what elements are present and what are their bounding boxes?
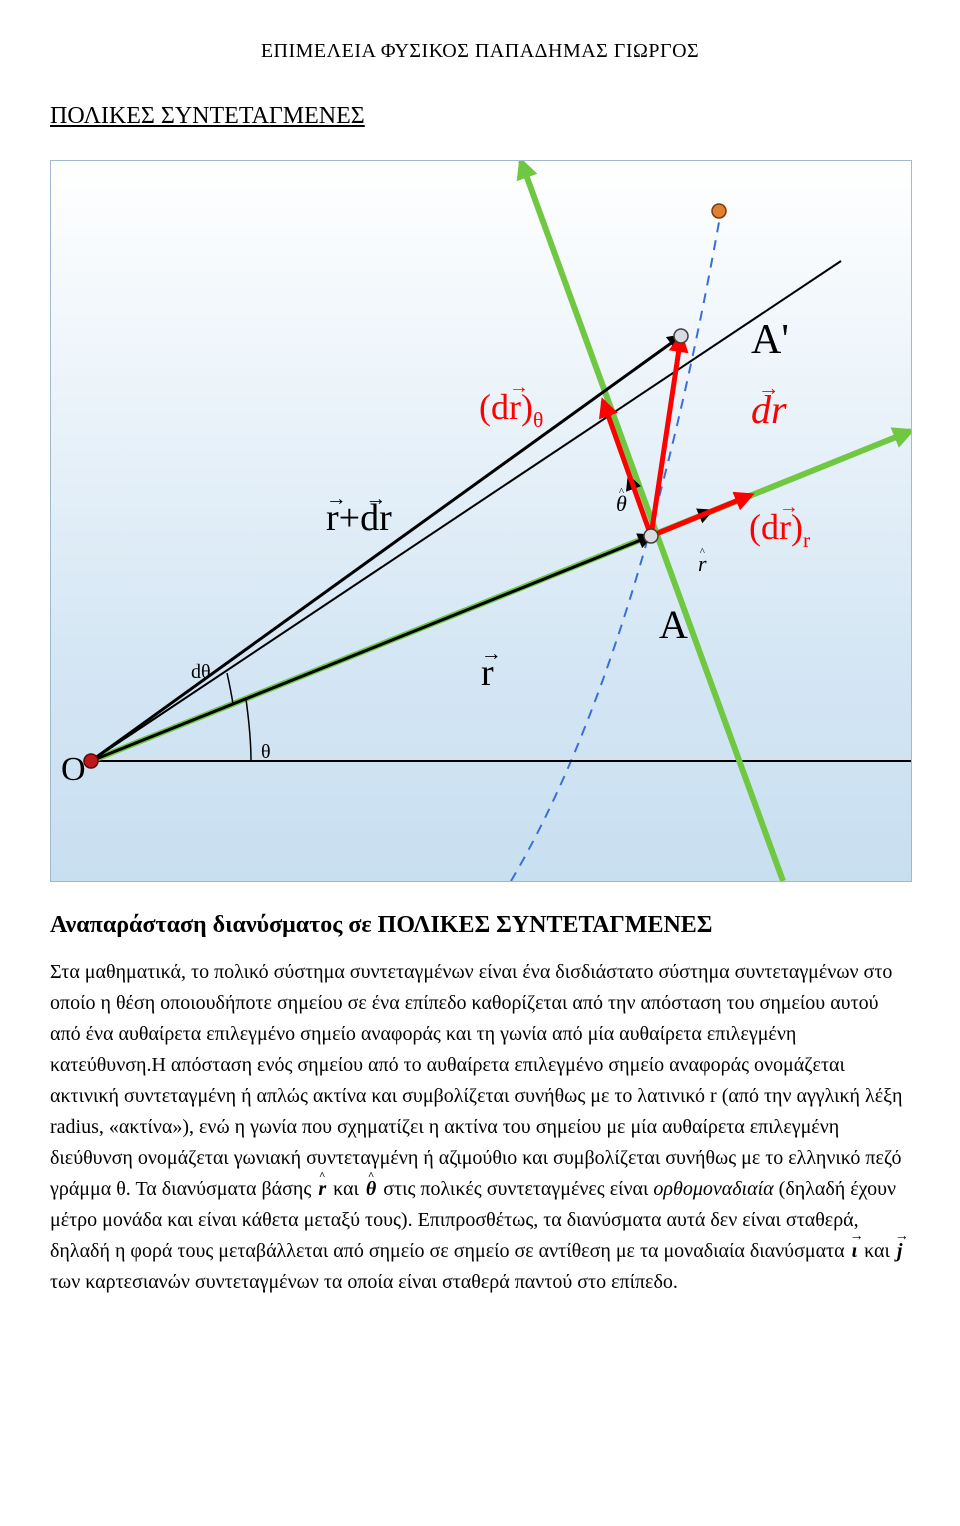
diagram-label-dr_vec: dr→ <box>751 386 787 433</box>
thetahat-inline: ^θ <box>364 1174 378 1205</box>
diagram-subtitle: Αναπαράσταση διανύσματος σε ΠΟΛΙΚΕΣ ΣΥΝΤ… <box>50 912 910 939</box>
diagram-label-rhat: r^ <box>698 551 707 577</box>
diagram-label-theta: θ <box>261 741 271 764</box>
diagram-label-rplusdr: r→+dr→ <box>326 496 392 540</box>
diagram-label-thhat: θ^ <box>616 491 627 517</box>
diagram-label-Aprime: A' <box>751 316 789 364</box>
page-title: ΠΟΛΙΚΕΣ ΣΥΝΤΕΤΑΓΜΕΝΕΣ <box>50 103 910 130</box>
body-text-5: και <box>864 1240 895 1262</box>
diagram-label-r: r→ <box>481 651 494 695</box>
body-text-3: στις πολικές συντεταγμένες είναι <box>383 1178 653 1200</box>
body-text-2: και <box>333 1178 364 1200</box>
diagram-label-dtheta: dθ <box>191 661 211 684</box>
body-paragraph: Στα μαθηματικά, το πολικό σύστημα συντετ… <box>50 957 910 1298</box>
polar-diagram: Oθ dθ r→ r→+dr→ A A' (dr→)θ (dr→)r dr→ r^ θ^ <box>50 160 912 882</box>
rhat-inline: ^r <box>316 1174 328 1205</box>
body-text-1: Στα μαθηματικά, το πολικό σύστημα συντετ… <box>50 961 902 1200</box>
page-header: ΕΠΙΜΕΛΕΙΑ ΦΥΣΙΚΟΣ ΠΑΠΑΔΗΜΑΣ ΓΙΩΡΓΟΣ <box>50 40 910 63</box>
body-text-6: των καρτεσιανών συντεταγμένων τα οποία ε… <box>50 1271 678 1293</box>
ivec-inline: →ι <box>850 1236 860 1267</box>
jvec-inline: →j <box>895 1236 905 1267</box>
diagram-label-A: A <box>659 601 688 648</box>
diagram-label-dr_theta: (dr→)θ <box>479 386 543 433</box>
diagram-label-O: O <box>61 751 86 789</box>
body-text-3b: ορθομοναδιαία <box>653 1178 773 1200</box>
diagram-label-dr_r: (dr→)r <box>749 506 810 553</box>
